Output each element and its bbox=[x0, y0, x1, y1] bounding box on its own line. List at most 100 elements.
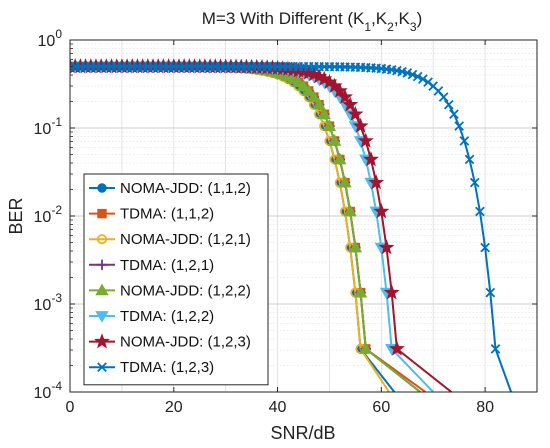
series-7-point bbox=[378, 239, 395, 255]
series-8-point-shape bbox=[459, 136, 470, 146]
series-5-point bbox=[302, 84, 316, 96]
series-8-point-shape bbox=[423, 77, 433, 88]
series-8-point-shape bbox=[412, 71, 423, 82]
series-8-point bbox=[418, 74, 428, 84]
series-8-point bbox=[454, 121, 465, 131]
series-8-point-shape bbox=[454, 121, 465, 131]
x-tick-label: 20 bbox=[165, 399, 183, 416]
series-5-point-shape bbox=[353, 285, 368, 298]
legend-marker-shape bbox=[97, 183, 107, 193]
legend-marker-shape bbox=[97, 362, 107, 373]
series-8-point bbox=[459, 136, 470, 146]
legend-marker-shape bbox=[94, 333, 110, 349]
series-8-point bbox=[449, 109, 459, 120]
series-7-point-shape bbox=[373, 203, 390, 219]
series-8-point bbox=[469, 177, 480, 188]
series-5-point bbox=[348, 240, 363, 253]
legend-marker-shape bbox=[97, 208, 107, 219]
series-5-point-shape bbox=[317, 107, 331, 120]
series-7-point bbox=[388, 340, 405, 356]
series-7-point-shape bbox=[352, 117, 369, 133]
legend-entry-label: TDMA: (1,2,3) bbox=[120, 359, 214, 376]
series-5-point-shape bbox=[312, 97, 326, 110]
series-8-point-shape bbox=[418, 74, 428, 84]
legend-marker bbox=[95, 283, 109, 296]
series-7-point bbox=[352, 117, 369, 133]
series-8-point bbox=[490, 344, 501, 354]
series-5-point-shape bbox=[296, 79, 311, 91]
series-5-point bbox=[343, 204, 357, 217]
series-8-point bbox=[480, 242, 490, 253]
legend-marker-shape bbox=[96, 259, 108, 270]
series-7-point-shape bbox=[331, 82, 348, 98]
series-8-point bbox=[412, 71, 423, 82]
series-8-point bbox=[423, 77, 433, 88]
series-8-point bbox=[485, 287, 496, 298]
series-5-point bbox=[338, 175, 352, 188]
series-8-point-shape bbox=[485, 287, 496, 298]
legend-entry-label: NOMA-JDD: (1,2,1) bbox=[120, 231, 251, 248]
series-7-point-shape bbox=[368, 174, 385, 190]
series-5-point bbox=[359, 342, 373, 354]
legend-marker bbox=[96, 234, 108, 245]
legend-marker-shape bbox=[95, 283, 109, 296]
series-8-point bbox=[443, 99, 454, 110]
series-8-point-shape bbox=[438, 92, 449, 102]
series-8-point-shape bbox=[475, 206, 485, 217]
y-tick-label: 10-3 bbox=[34, 291, 63, 314]
legend-entry-label: TDMA: (1,1,2) bbox=[120, 206, 214, 223]
series-8-point bbox=[475, 206, 485, 217]
series-7-point bbox=[331, 82, 348, 98]
y-tick-label: 10-2 bbox=[34, 203, 63, 226]
series-8-point-shape bbox=[469, 177, 480, 188]
series-5-point bbox=[307, 90, 321, 102]
series-5-point-shape bbox=[307, 90, 321, 102]
legend-marker bbox=[95, 311, 109, 323]
series-7-point bbox=[368, 174, 385, 190]
series-5-point bbox=[353, 285, 368, 298]
series-5-point-shape bbox=[338, 175, 352, 188]
series-7-point bbox=[347, 105, 364, 121]
series-5-point bbox=[327, 134, 342, 146]
series-5-point bbox=[317, 107, 331, 120]
legend-entry-label: TDMA: (1,2,2) bbox=[120, 308, 214, 325]
x-tick-label: 60 bbox=[372, 399, 390, 416]
series-7-point bbox=[337, 88, 353, 104]
series-5-point-shape bbox=[359, 342, 373, 354]
legend-marker bbox=[96, 259, 108, 270]
x-tick-label: 80 bbox=[476, 399, 494, 416]
legend-marker bbox=[94, 333, 110, 349]
legend-marker-shape bbox=[96, 234, 108, 245]
series-8-point-shape bbox=[480, 242, 490, 253]
series-8-point-shape bbox=[464, 154, 475, 165]
legend-marker bbox=[97, 362, 107, 373]
legend-marker bbox=[97, 208, 107, 219]
y-tick-label: 10-4 bbox=[34, 379, 63, 402]
series-7-point bbox=[357, 132, 374, 148]
series-5-point-shape bbox=[302, 84, 316, 96]
series-8-point bbox=[464, 154, 475, 165]
y-tick-label: 10-1 bbox=[34, 115, 63, 138]
x-tick-label: 0 bbox=[66, 399, 75, 416]
series-5-point bbox=[296, 79, 311, 91]
legend-marker-shape bbox=[95, 311, 109, 323]
series-5-point-shape bbox=[333, 152, 347, 165]
series-layer bbox=[70, 58, 513, 392]
series-8 bbox=[70, 61, 513, 392]
series-8-point-shape bbox=[407, 69, 418, 80]
series-8-point bbox=[438, 92, 449, 102]
y-tick-label: 100 bbox=[38, 27, 63, 50]
series-5-point-shape bbox=[348, 240, 363, 253]
series-7-point-shape bbox=[347, 105, 364, 121]
legend-entry-label: NOMA-JDD: (1,2,3) bbox=[120, 334, 251, 351]
series-7-point bbox=[342, 96, 359, 112]
legend-entry-label: TDMA: (1,2,1) bbox=[120, 257, 214, 274]
series-7-point bbox=[373, 203, 390, 219]
series-7-point-shape bbox=[378, 239, 395, 255]
series-8-point bbox=[407, 69, 418, 80]
x-tick-label: 40 bbox=[269, 399, 287, 416]
series-7-point-shape bbox=[342, 96, 359, 112]
series-8-point-shape bbox=[449, 109, 459, 120]
legend-marker bbox=[97, 183, 107, 193]
